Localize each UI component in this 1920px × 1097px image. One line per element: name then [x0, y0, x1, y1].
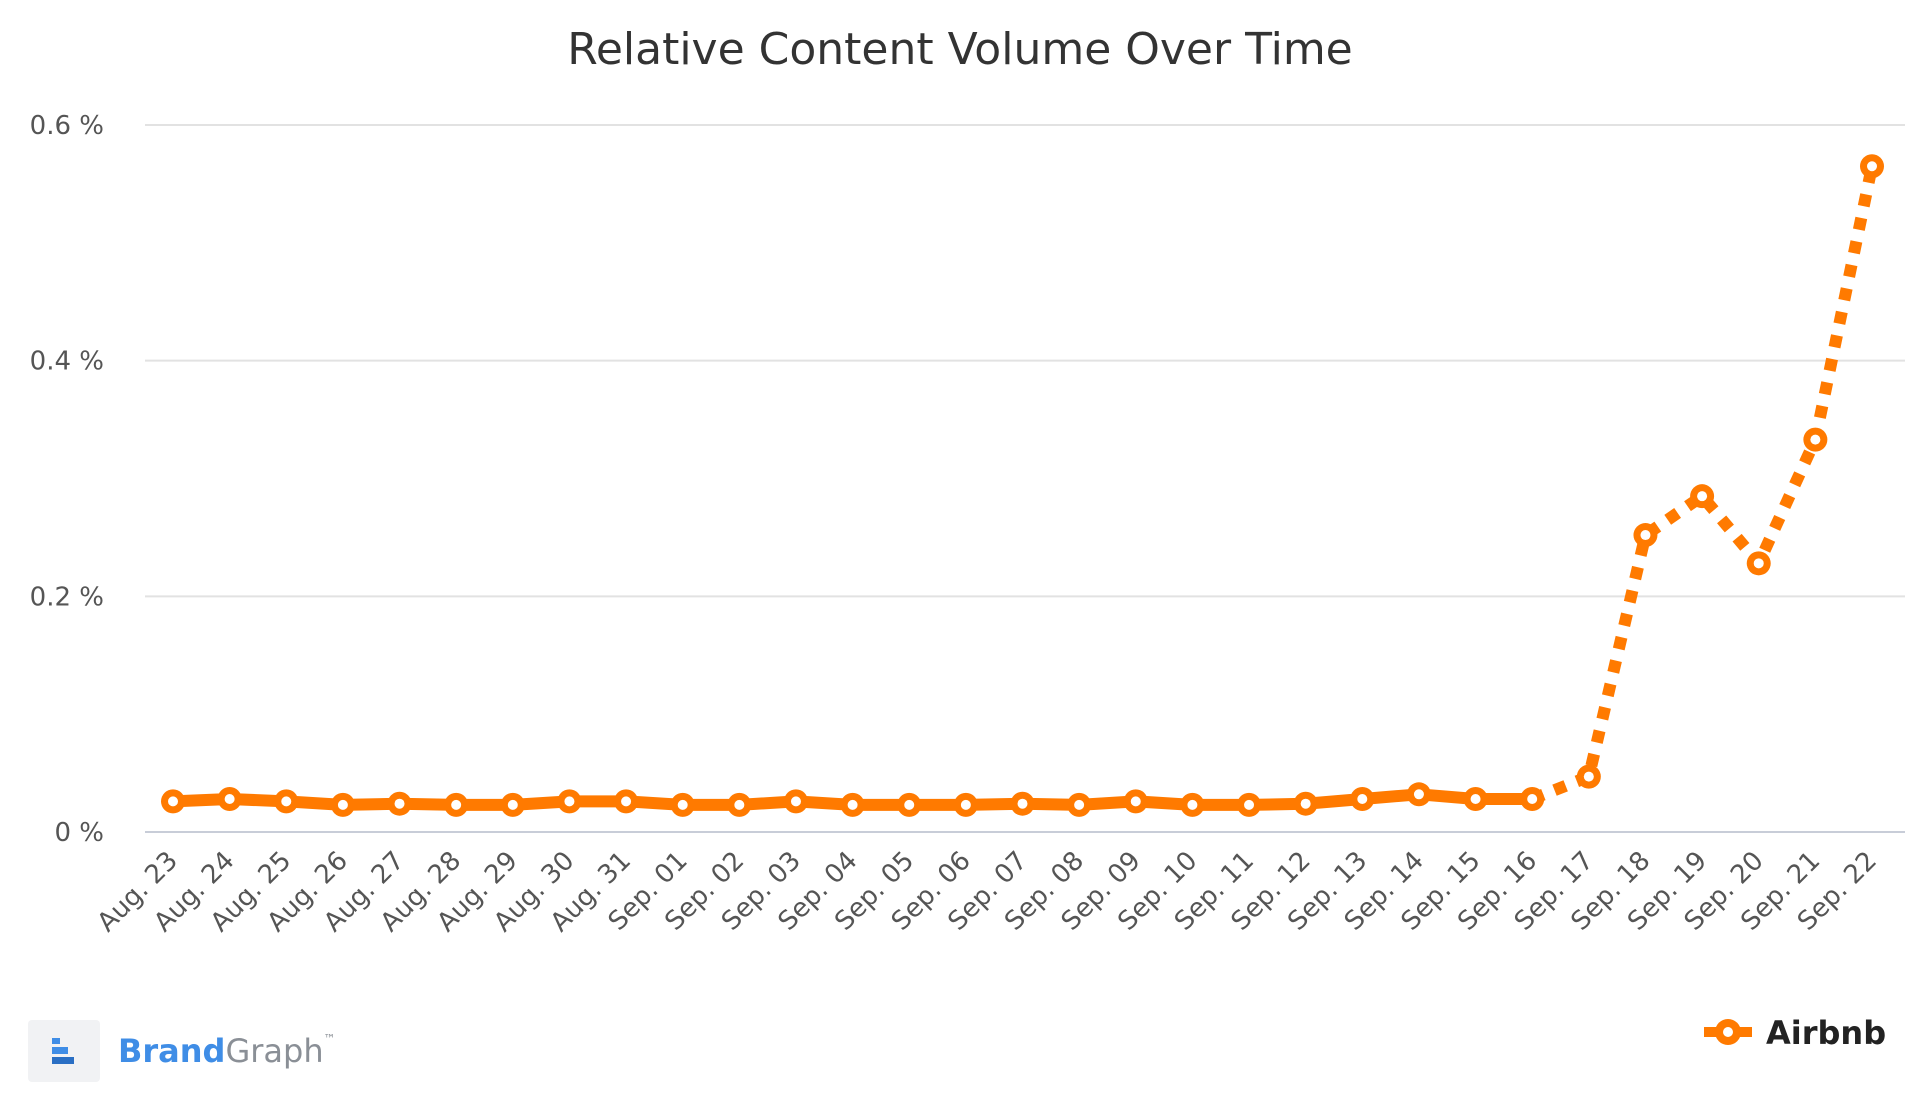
chart-title: Relative Content Volume Over Time — [567, 24, 1353, 75]
series-layer — [161, 154, 1884, 817]
brandgraph-icon — [28, 1020, 100, 1082]
data-point-center — [1187, 799, 1198, 810]
brand-part2: Graph — [225, 1032, 324, 1070]
data-point-center — [734, 799, 745, 810]
y-tick-label: 0.4 % — [30, 347, 104, 377]
grid — [145, 124, 1905, 833]
data-point-center — [507, 799, 518, 810]
data-point-center — [1357, 794, 1368, 805]
data-point-center — [1470, 794, 1481, 805]
data-point-center — [677, 799, 688, 810]
y-tick-label: 0.2 % — [30, 582, 104, 612]
data-point-center — [394, 798, 405, 809]
legend[interactable]: Airbnb — [1704, 1014, 1886, 1052]
brandgraph-logo: BrandGraph™ — [28, 1020, 336, 1082]
y-tick-label: 0 % — [54, 818, 104, 848]
brand-tm: ™ — [323, 1032, 336, 1046]
brand-part1: Brand — [118, 1032, 226, 1070]
data-point-center — [1244, 799, 1255, 810]
data-point-center — [621, 796, 632, 807]
y-tick-label: 0.6 % — [30, 111, 104, 141]
legend-marker-center — [1723, 1027, 1733, 1037]
data-point-center — [790, 796, 801, 807]
data-point-center — [1017, 798, 1028, 809]
data-point-center — [337, 799, 348, 810]
data-point-center — [1640, 530, 1651, 541]
data-point-center — [960, 799, 971, 810]
data-point-center — [1300, 798, 1311, 809]
data-point-center — [1583, 771, 1594, 782]
data-point-center — [1130, 796, 1141, 807]
data-point-center — [281, 796, 292, 807]
data-point-center — [904, 799, 915, 810]
series-line-dashed — [1529, 165, 1878, 805]
data-point-center — [1413, 789, 1424, 800]
data-point-center — [1867, 161, 1877, 172]
data-point-center — [224, 794, 235, 805]
data-point-center — [1810, 434, 1821, 445]
data-point-center — [168, 796, 178, 807]
legend-label: Airbnb — [1766, 1014, 1886, 1052]
data-point-center — [564, 796, 575, 807]
data-point-center — [1527, 794, 1538, 805]
data-point-center — [1697, 491, 1708, 502]
data-point-center — [451, 799, 462, 810]
brandgraph-wordmark: BrandGraph™ — [118, 1032, 336, 1070]
data-point-center — [1753, 558, 1764, 569]
data-point-center — [1074, 799, 1085, 810]
data-point-center — [847, 799, 858, 810]
y-axis: 0 % 0.2 % 0.4 % 0.6 % — [30, 111, 104, 848]
